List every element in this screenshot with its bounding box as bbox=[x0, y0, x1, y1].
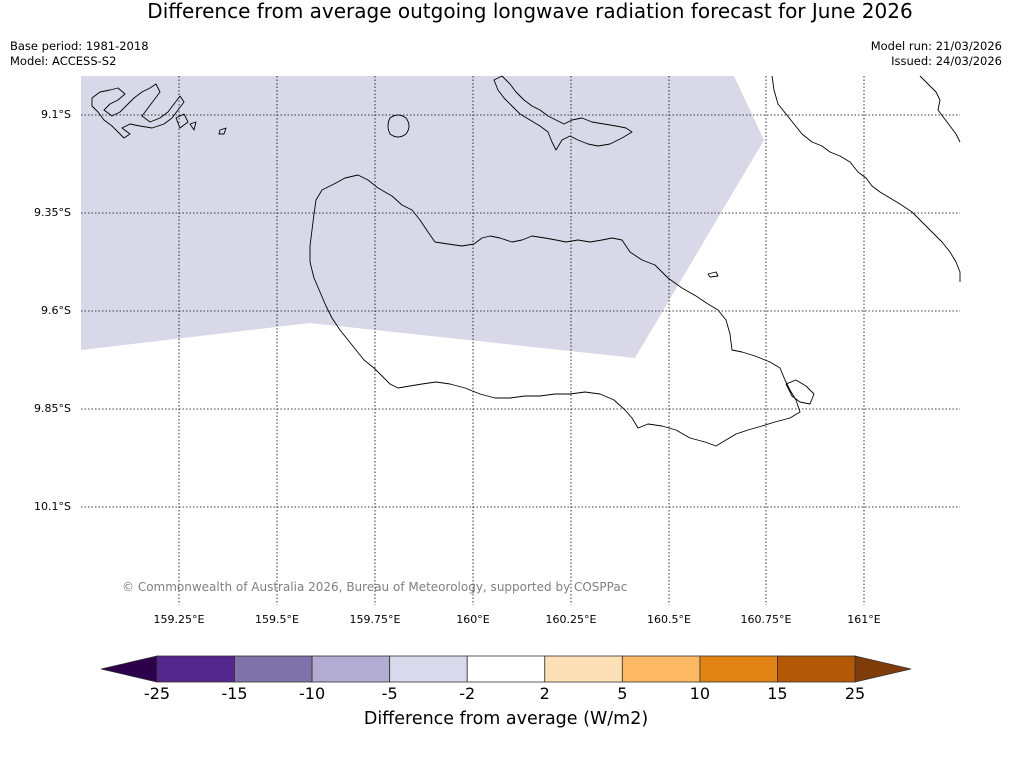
base-period-text: Base period: 1981-2018 bbox=[10, 39, 149, 53]
colorbar-label: Difference from average (W/m2) bbox=[363, 709, 649, 729]
issued-text: Issued: 24/03/2026 bbox=[891, 54, 1002, 68]
colorbar-tick-label: 10 bbox=[689, 684, 711, 703]
coastline-malaita bbox=[771, 75, 961, 282]
meta-right: Model run: 21/03/2026 Issued: 24/03/2026 bbox=[871, 39, 1002, 69]
coastline-russell-islet bbox=[175, 113, 189, 129]
colorbar-segment bbox=[621, 655, 701, 683]
coastline-florida-islands bbox=[493, 75, 633, 151]
lon-label-160-75: 160.75°E bbox=[740, 613, 792, 626]
coastline-malaita-north bbox=[919, 75, 961, 143]
lat-label-10-1: 10.1°S bbox=[34, 500, 71, 513]
meta-left: Base period: 1981-2018 Model: ACCESS-S2 bbox=[10, 39, 149, 69]
colorbar-segment bbox=[544, 655, 623, 683]
lat-label-9-35: 9.35°S bbox=[34, 206, 71, 219]
colorbar-segment bbox=[311, 655, 391, 683]
model-text: Model: ACCESS-S2 bbox=[10, 54, 117, 68]
coastline-small-islet-3 bbox=[707, 271, 719, 278]
colorbar-segment bbox=[777, 655, 856, 683]
colorbar-tick-label: -5 bbox=[381, 684, 398, 703]
colorbar-segment bbox=[699, 655, 778, 683]
colorbar-tick-label: 25 bbox=[844, 684, 866, 703]
lon-label-161: 161°E bbox=[847, 613, 881, 626]
colorbar-tick-label: -2 bbox=[459, 684, 476, 703]
lon-label-160-5: 160.5°E bbox=[647, 613, 691, 626]
anomaly-region bbox=[81, 76, 764, 358]
colorbar-segment bbox=[389, 655, 468, 683]
colorbar-tick-label: -25 bbox=[143, 684, 171, 703]
colorbar-tick-label: 5 bbox=[617, 684, 628, 703]
lon-label-159-25: 159.25°E bbox=[153, 613, 205, 626]
colorbar-segment bbox=[466, 655, 546, 683]
colorbar-tick-label: 15 bbox=[767, 684, 788, 703]
coastline-savo-island bbox=[387, 114, 410, 138]
coastline-guadalcanal bbox=[309, 174, 801, 447]
model-run-text: Model run: 21/03/2026 bbox=[870, 39, 1002, 53]
lat-label-9-1: 9.1°S bbox=[41, 108, 71, 121]
colorbar-segment bbox=[234, 655, 313, 683]
lon-label-160-25: 160.25°E bbox=[545, 613, 597, 626]
copyright-notice: © Commonwealth of Australia 2026, Bureau… bbox=[122, 580, 628, 594]
colorbar-extend-high bbox=[854, 655, 912, 683]
chart-title: Difference from average outgoing longwav… bbox=[147, 0, 913, 23]
lon-label-159-5: 159.5°E bbox=[255, 613, 299, 626]
coastline-russell-islands bbox=[91, 83, 185, 139]
colorbar-extend-low bbox=[100, 655, 158, 683]
lon-label-159-75: 159.75°E bbox=[349, 613, 401, 626]
coastline-small-islet-2 bbox=[218, 127, 227, 135]
colorbar-tick-label: -15 bbox=[221, 684, 248, 703]
lon-label-160: 160°E bbox=[456, 613, 490, 626]
colorbar-tick-label: -10 bbox=[299, 684, 326, 703]
colorbar-tick-label: 2 bbox=[539, 684, 550, 703]
coastline-small-islet-1 bbox=[189, 121, 197, 131]
lat-label-9-6: 9.6°S bbox=[41, 304, 71, 317]
map-canvas bbox=[81, 75, 961, 605]
colorbar-segment bbox=[156, 655, 235, 683]
lat-label-9-85: 9.85°S bbox=[34, 402, 71, 415]
coastline-marau-islets bbox=[785, 379, 815, 405]
